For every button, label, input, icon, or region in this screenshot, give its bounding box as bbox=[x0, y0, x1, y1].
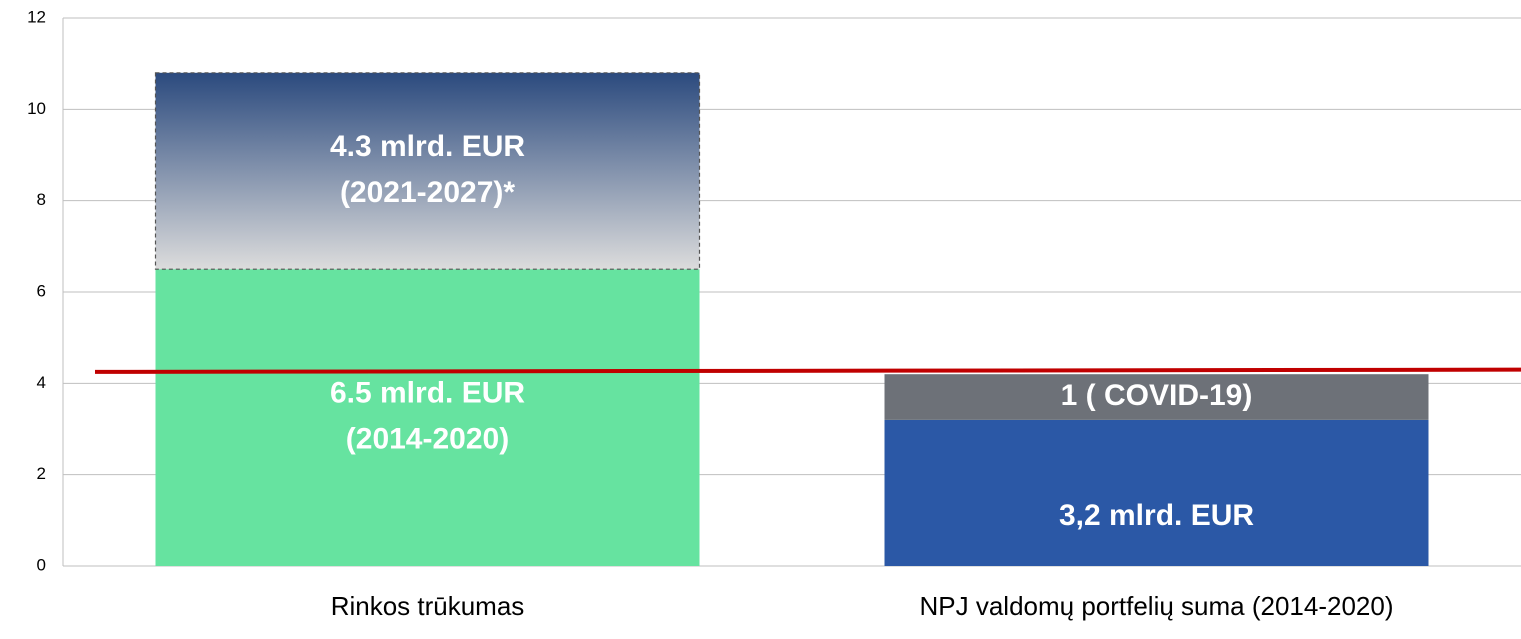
y-tick-label: 10 bbox=[27, 99, 46, 118]
bar-segment bbox=[884, 374, 1429, 420]
y-tick-label: 12 bbox=[27, 7, 46, 26]
y-tick-label: 8 bbox=[37, 190, 46, 209]
y-tick-label: 6 bbox=[37, 281, 46, 300]
value-label: 3,2 mlrd. EUR bbox=[1059, 499, 1254, 532]
reference-line bbox=[94, 367, 1521, 374]
x-tick-label: NPJ valdomų portfelių suma (2014-2020) bbox=[919, 591, 1393, 621]
value-label: 4.3 mlrd. EUR bbox=[330, 130, 525, 163]
bar-segment bbox=[884, 419, 1429, 566]
bar-segment bbox=[155, 269, 700, 566]
x-tick-label: Rinkos trūkumas bbox=[331, 591, 525, 621]
value-label: 6.5 mlrd. EUR bbox=[330, 377, 525, 410]
y-tick-label: 4 bbox=[37, 373, 46, 392]
y-tick-label: 2 bbox=[37, 464, 46, 483]
value-label: (2021-2027)* bbox=[340, 176, 515, 209]
value-label: (2014-2020) bbox=[346, 423, 509, 456]
y-tick-label: 0 bbox=[37, 555, 46, 574]
bar-segment bbox=[154, 72, 701, 270]
value-label: 1 ( COVID-19) bbox=[1061, 379, 1253, 412]
